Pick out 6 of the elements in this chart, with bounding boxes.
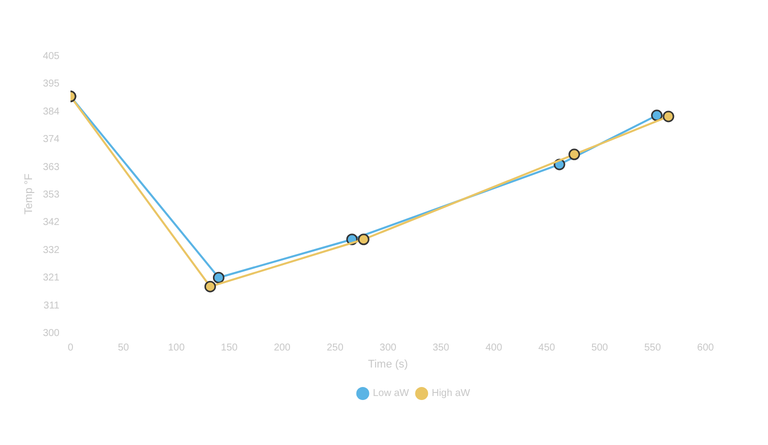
point bbox=[568, 148, 580, 160]
point bbox=[212, 272, 224, 284]
point bbox=[651, 110, 663, 122]
point bbox=[204, 280, 216, 292]
point bbox=[662, 110, 674, 122]
point bbox=[358, 234, 370, 246]
